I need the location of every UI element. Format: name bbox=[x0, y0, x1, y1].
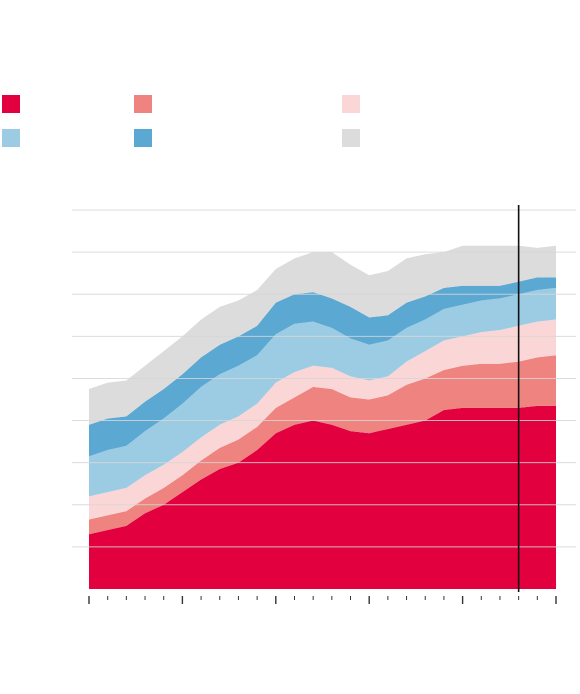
area-series-5 bbox=[89, 277, 556, 457]
legend-swatch-2 bbox=[134, 95, 152, 113]
area-series-1 bbox=[89, 405, 556, 589]
legend-swatch-6 bbox=[342, 129, 360, 147]
legend-swatch-3 bbox=[342, 95, 360, 113]
area-series-4 bbox=[89, 287, 556, 497]
area-series-6 bbox=[89, 245, 556, 425]
area-series-3 bbox=[89, 319, 556, 520]
legend-swatch-5 bbox=[134, 129, 152, 147]
area-series-2 bbox=[89, 355, 556, 535]
legend-swatch-1 bbox=[2, 95, 20, 113]
legend-swatch-4 bbox=[2, 129, 20, 147]
